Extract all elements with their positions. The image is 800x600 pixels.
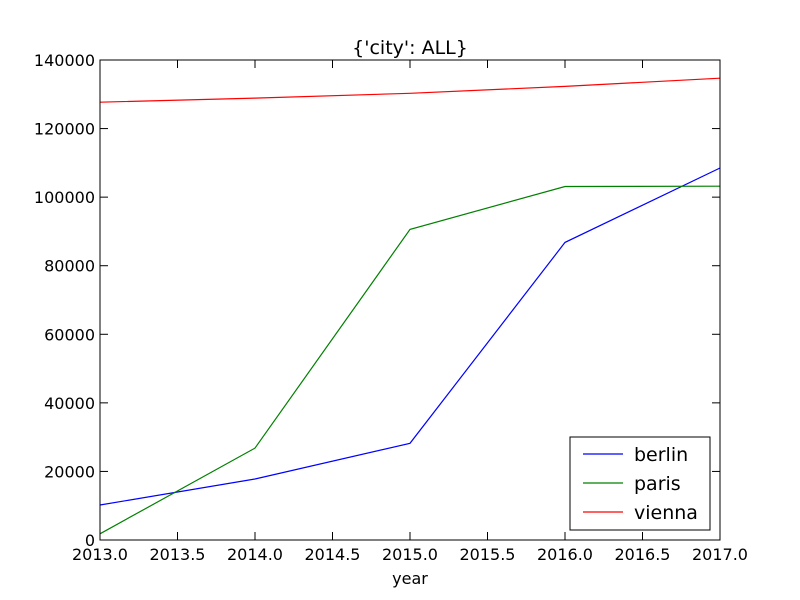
y-tick-label: 20000 bbox=[44, 462, 95, 481]
x-tick-label: 2017.0 bbox=[692, 545, 748, 564]
x-tick-label: 2014.5 bbox=[305, 545, 361, 564]
legend: berlin paris vienna bbox=[569, 436, 711, 531]
x-tick-label: 2013.5 bbox=[150, 545, 206, 564]
x-axis-label: year bbox=[392, 569, 428, 588]
x-tick-label: 2015.0 bbox=[382, 545, 438, 564]
y-tick-label: 100000 bbox=[34, 188, 95, 207]
y-tick-label: 0 bbox=[85, 531, 95, 550]
x-tick-label: 2013.0 bbox=[72, 545, 128, 564]
x-tick-label: 2015.5 bbox=[460, 545, 516, 564]
x-tick-label: 2016.5 bbox=[615, 545, 671, 564]
y-tick-label: 40000 bbox=[44, 394, 95, 413]
y-tick-label: 140000 bbox=[34, 51, 95, 70]
y-tick-label: 80000 bbox=[44, 257, 95, 276]
y-tick-label: 120000 bbox=[34, 120, 95, 139]
chart-title: {'city': ALL} bbox=[352, 37, 468, 59]
series-line-vienna bbox=[99, 77, 721, 103]
series-line-paris bbox=[99, 185, 721, 535]
series-line-berlin bbox=[99, 167, 721, 506]
plot-frame bbox=[99, 59, 721, 541]
legend-label-vienna: vienna bbox=[634, 502, 698, 524]
x-tick-label: 2016.0 bbox=[537, 545, 593, 564]
legend-label-paris: paris bbox=[634, 473, 681, 495]
axis-ticks: 2013.0 2013.5 2014.0 2014.5 2015.0 2015.5 2016… bbox=[34, 51, 748, 564]
y-tick-label: 60000 bbox=[44, 325, 95, 344]
series-lines bbox=[99, 77, 721, 535]
legend-label-berlin: berlin bbox=[634, 444, 688, 466]
x-tick-label: 2014.0 bbox=[227, 545, 283, 564]
